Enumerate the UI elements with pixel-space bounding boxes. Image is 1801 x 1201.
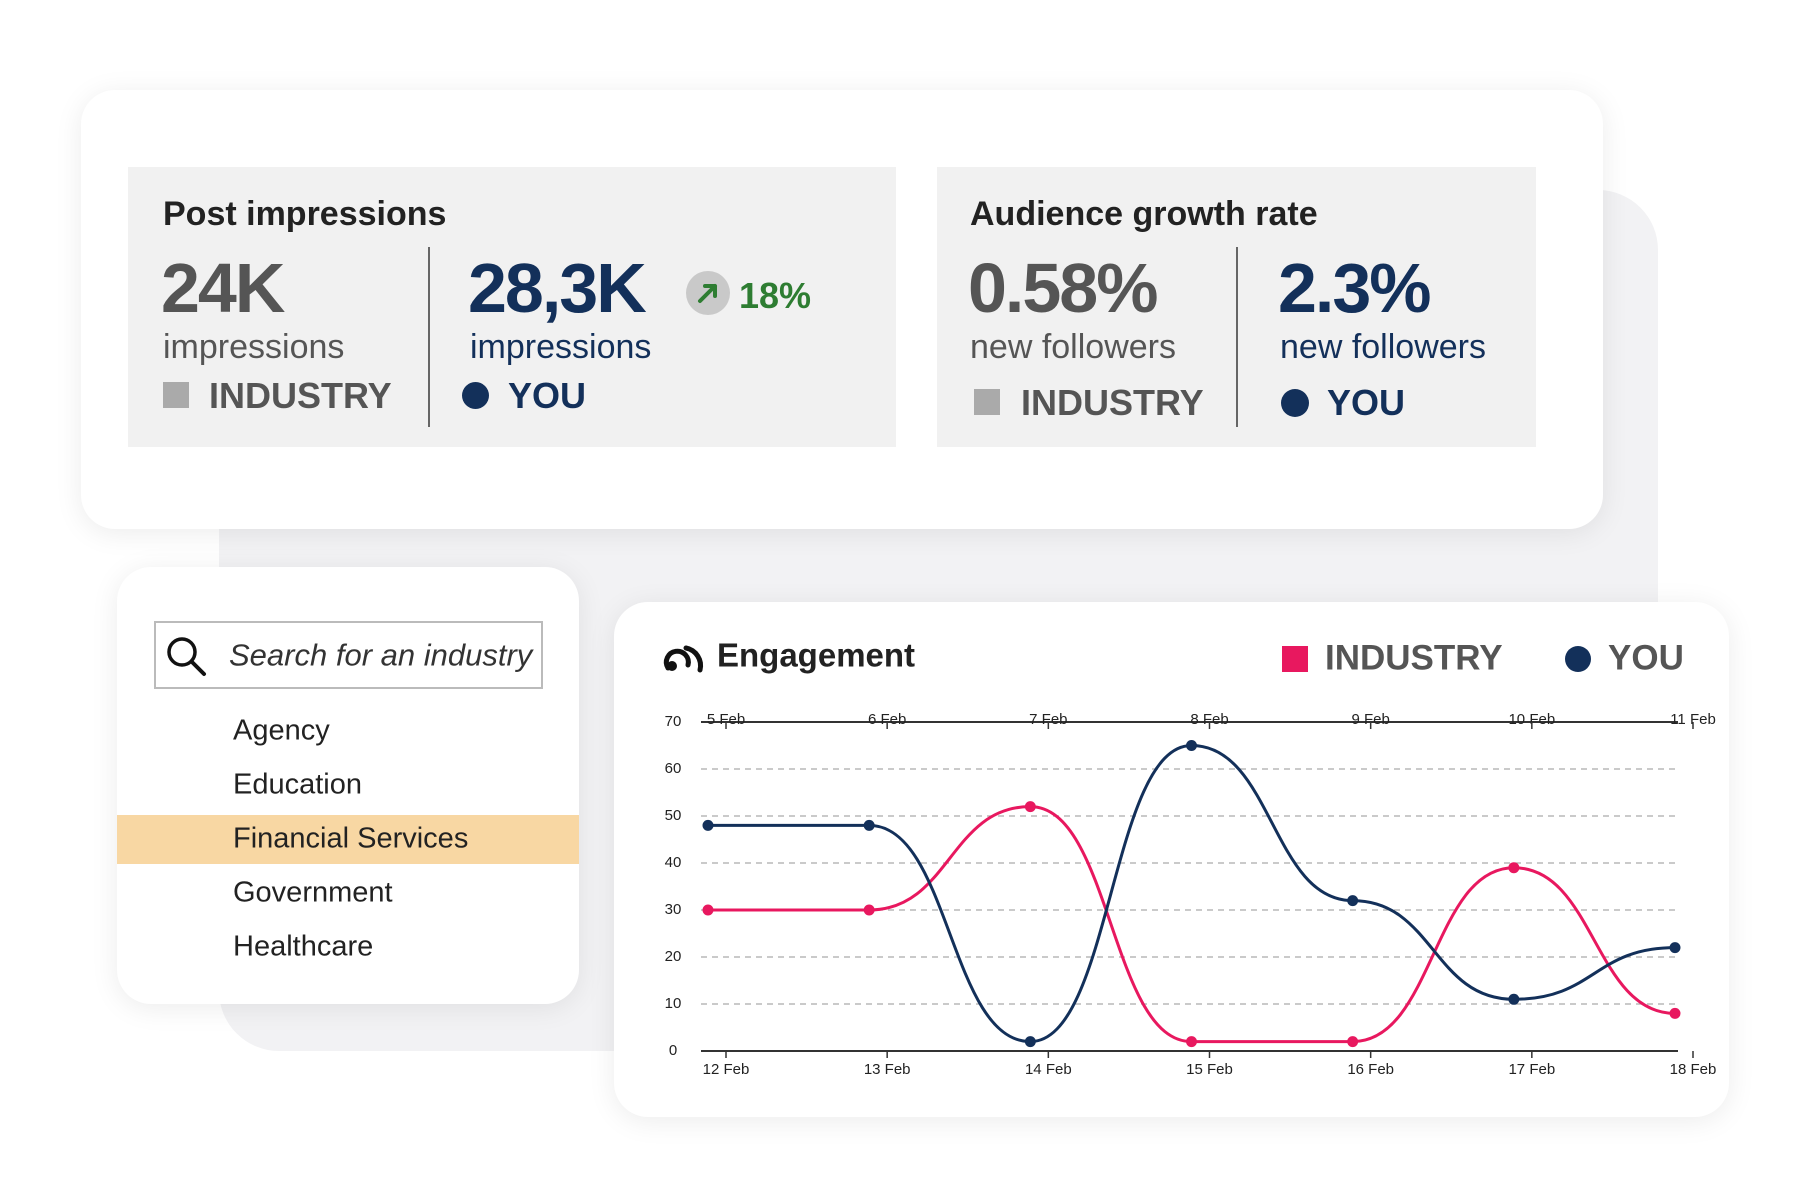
x-tick-label: 15 Feb	[1186, 1061, 1233, 1078]
x-tick-label: 12 Feb	[703, 1061, 750, 1078]
data-point	[1347, 895, 1359, 907]
metric-title: Audience growth rate	[970, 195, 1318, 233]
top-tick-label: 7 Feb	[1029, 711, 1067, 728]
top-tick-label: 6 Feb	[868, 711, 906, 728]
search-icon	[167, 637, 206, 676]
legend-label: YOU	[1608, 638, 1684, 677]
legend-label: INDUSTRY	[1325, 638, 1503, 677]
top-tick-label: 8 Feb	[1190, 711, 1228, 728]
x-tick-label: 16 Feb	[1347, 1061, 1394, 1078]
industry-swatch	[163, 382, 189, 408]
metric-label: YOU	[508, 375, 587, 416]
data-point	[1508, 993, 1520, 1005]
industry-option[interactable]: Healthcare	[233, 930, 374, 963]
data-point	[1186, 740, 1197, 751]
data-point	[702, 819, 714, 831]
y-tick-label: 0	[669, 1042, 677, 1059]
metric-unit: impressions	[470, 328, 652, 366]
metric-value: 24K	[161, 249, 285, 327]
data-point	[1508, 862, 1520, 874]
chart-title: Engagement	[717, 637, 915, 674]
engagement-icon	[663, 645, 703, 673]
top-tick-label: 10 Feb	[1508, 711, 1555, 728]
x-tick-label: 14 Feb	[1025, 1061, 1072, 1078]
data-point	[863, 904, 875, 916]
metric-unit: impressions	[163, 328, 345, 366]
data-point	[863, 819, 875, 831]
metric-change: 18%	[739, 275, 812, 316]
search-input[interactable]	[154, 621, 543, 689]
y-tick-label: 40	[665, 854, 682, 871]
y-tick-label: 60	[665, 760, 682, 777]
metric-label: INDUSTRY	[1021, 382, 1204, 423]
industry-option[interactable]: Financial Services	[233, 822, 469, 855]
data-point	[702, 904, 714, 916]
you-dot	[1281, 389, 1309, 417]
divider	[1236, 247, 1238, 427]
selected-highlight	[117, 814, 579, 864]
metric-panel	[128, 167, 896, 447]
data-point	[1669, 942, 1681, 954]
data-point	[1024, 1036, 1036, 1048]
x-tick-label: 13 Feb	[864, 1061, 911, 1078]
legend-swatch	[1282, 646, 1308, 672]
y-tick-label: 50	[665, 807, 682, 824]
arrow	[698, 284, 717, 303]
top-tick-label: 9 Feb	[1351, 711, 1389, 728]
metric-value: 0.58%	[968, 249, 1158, 327]
series-line	[707, 805, 1676, 1044]
industry-option[interactable]: Education	[233, 768, 362, 801]
y-tick-label: 70	[665, 713, 682, 730]
legend-swatch	[1565, 646, 1591, 672]
metric-label: INDUSTRY	[209, 375, 392, 416]
data-point	[1669, 1007, 1681, 1019]
metric-value: 2.3%	[1278, 249, 1432, 327]
industry-option[interactable]: Government	[233, 876, 393, 909]
industry-option[interactable]: Agency	[233, 714, 330, 747]
metric-label: YOU	[1327, 382, 1406, 423]
data-point	[1186, 1036, 1197, 1048]
chart-card	[614, 602, 1729, 1117]
y-tick-label: 20	[665, 948, 682, 965]
data-point	[1024, 801, 1036, 813]
industry-swatch	[974, 389, 1000, 415]
top-tick-label: 5 Feb	[707, 711, 745, 728]
metric-value: 28,3K	[468, 249, 647, 327]
y-tick-label: 10	[665, 995, 682, 1012]
top-tick-label: 11 Feb	[1670, 711, 1716, 728]
x-tick-label: 17 Feb	[1508, 1061, 1555, 1078]
you-dot	[462, 382, 489, 409]
engagement-icon-dot	[667, 661, 677, 671]
divider	[428, 247, 430, 427]
metric-unit: new followers	[970, 328, 1176, 366]
y-tick-label: 30	[665, 901, 682, 918]
x-tick-label: 18 Feb	[1670, 1061, 1717, 1078]
trend-icon	[686, 271, 730, 315]
search-placeholder[interactable]: Search for an industry	[229, 637, 533, 673]
metric-title: Post impressions	[163, 195, 447, 233]
data-point	[1347, 1036, 1359, 1048]
series-line	[708, 743, 1676, 1044]
metric-unit: new followers	[1280, 328, 1486, 366]
